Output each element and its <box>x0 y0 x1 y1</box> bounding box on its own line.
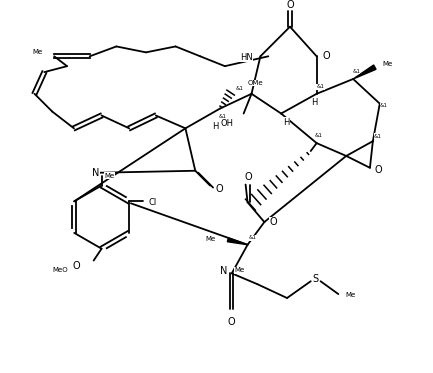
Text: Me: Me <box>104 173 115 179</box>
Text: OH: OH <box>221 119 234 128</box>
Text: O: O <box>215 184 223 194</box>
Text: O: O <box>72 261 80 272</box>
Polygon shape <box>353 65 376 79</box>
Text: &1: &1 <box>317 84 324 90</box>
Text: OMe: OMe <box>248 80 263 86</box>
Text: S: S <box>313 274 319 284</box>
Text: N: N <box>220 266 228 276</box>
Text: &1: &1 <box>249 235 256 240</box>
Text: HN: HN <box>240 53 252 62</box>
Text: &1: &1 <box>219 114 227 119</box>
Text: Cl: Cl <box>149 198 157 207</box>
Text: &1: &1 <box>352 69 360 73</box>
Text: H: H <box>283 118 289 127</box>
Text: O: O <box>286 0 294 10</box>
Text: &1: &1 <box>380 103 388 108</box>
Text: O: O <box>245 172 252 182</box>
Text: &1: &1 <box>236 87 244 91</box>
Text: H: H <box>311 98 318 107</box>
Text: MeO: MeO <box>52 267 68 273</box>
Text: H: H <box>212 122 218 131</box>
Text: Me: Me <box>382 61 393 67</box>
Text: Me: Me <box>235 267 245 273</box>
Text: Me: Me <box>206 236 216 242</box>
Text: N: N <box>92 168 100 178</box>
Text: O: O <box>375 165 383 175</box>
Text: O: O <box>323 51 330 61</box>
Text: &1: &1 <box>315 133 323 138</box>
Text: O: O <box>269 217 277 227</box>
Text: Me: Me <box>345 292 355 298</box>
Text: &1: &1 <box>374 134 382 139</box>
Text: Me: Me <box>32 49 42 55</box>
Polygon shape <box>227 238 248 245</box>
Text: O: O <box>228 317 236 327</box>
